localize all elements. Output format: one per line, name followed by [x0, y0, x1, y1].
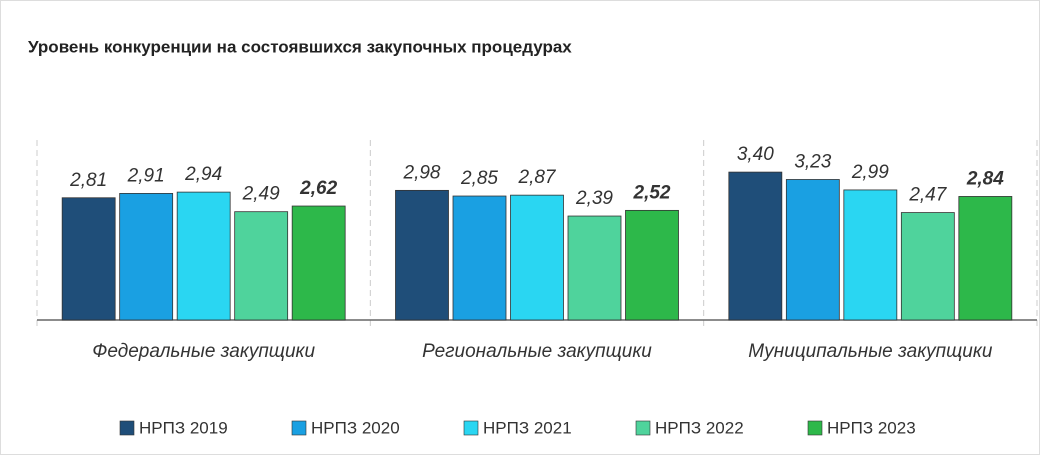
value-label: 2,49	[242, 184, 280, 205]
bar	[728, 171, 783, 321]
legend-label: НРПЗ 2019	[139, 418, 228, 437]
legend-swatch	[635, 420, 651, 436]
bar	[843, 189, 898, 321]
chart-title: Уровень конкуренции на состоявшихся заку…	[28, 37, 572, 56]
value-label: 2,87	[518, 167, 557, 188]
value-label: 2,91	[127, 165, 165, 186]
value-label: 2,84	[966, 168, 1004, 189]
x-tick-label: Федеральные закупщики	[92, 341, 315, 362]
value-label: 2,39	[575, 188, 613, 209]
legend-swatch	[291, 420, 307, 436]
value-label: 3,40	[737, 144, 774, 165]
bar	[61, 197, 116, 321]
value-label: 2,99	[851, 162, 889, 183]
legend-label: НРПЗ 2022	[655, 418, 744, 437]
value-label: 2,47	[908, 185, 947, 206]
legend-swatch	[463, 420, 479, 436]
bar	[785, 179, 840, 321]
bar	[510, 194, 564, 321]
bar	[567, 215, 622, 321]
value-label: 3,23	[794, 152, 831, 173]
bar	[452, 195, 507, 321]
value-label: 2,94	[184, 164, 222, 185]
bar	[234, 211, 289, 321]
bar	[176, 191, 231, 321]
value-label: 2,98	[403, 162, 441, 183]
value-label: 2,62	[299, 178, 337, 199]
legend-label: НРПЗ 2023	[827, 418, 916, 437]
bar	[958, 196, 1013, 321]
bar	[291, 205, 346, 321]
bar	[900, 212, 955, 321]
value-label: 2,81	[69, 170, 107, 191]
bar	[625, 209, 679, 321]
value-label: 2,52	[633, 182, 671, 203]
legend-swatch	[807, 420, 823, 436]
legend-swatch	[119, 420, 135, 436]
value-label: 2,85	[460, 168, 498, 189]
legend-label: НРПЗ 2021	[483, 418, 572, 437]
x-tick-label: Региональные закупщики	[422, 341, 652, 362]
legend-label: НРПЗ 2020	[311, 418, 400, 437]
bar	[395, 189, 449, 321]
bar	[119, 193, 174, 321]
x-tick-label: Муниципальные закупщики	[748, 341, 993, 362]
